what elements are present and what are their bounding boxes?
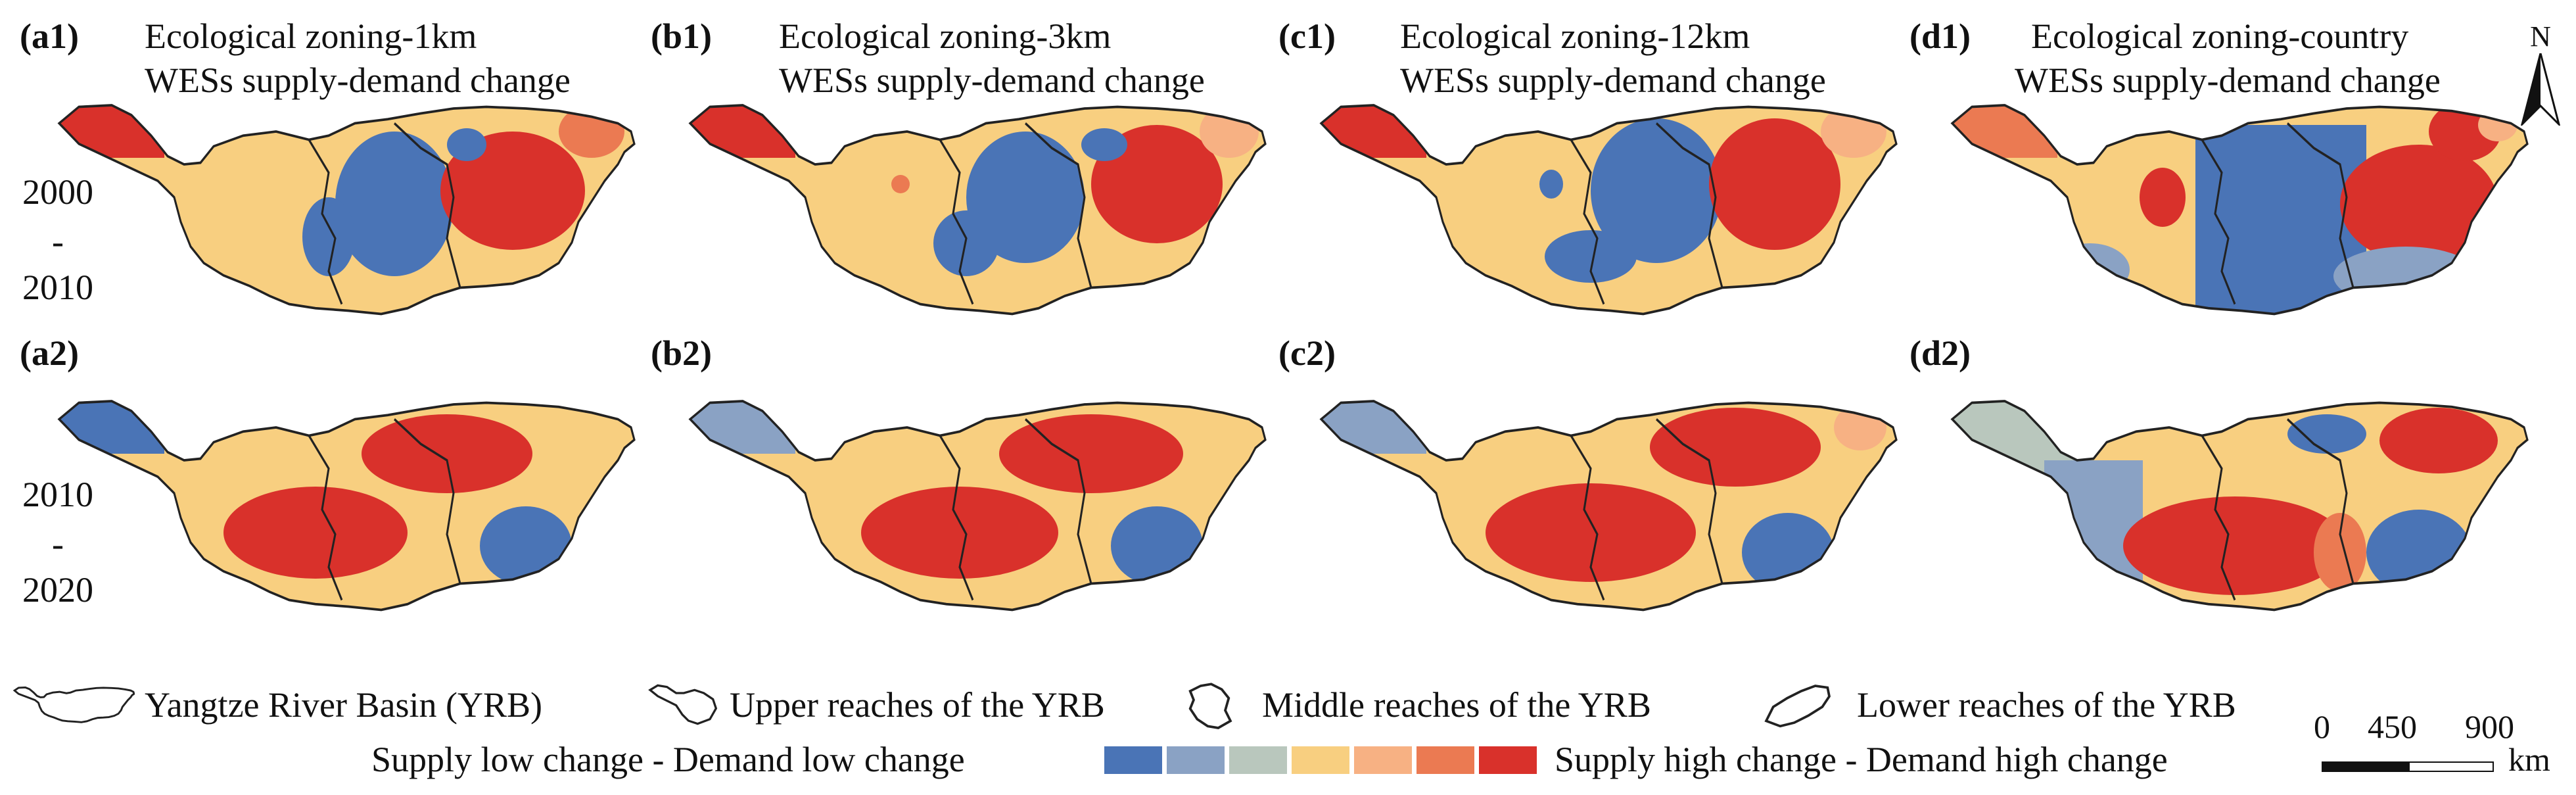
scale-tick-0: 0 bbox=[2314, 708, 2330, 745]
swatch-6 bbox=[1417, 746, 1474, 774]
panel-title-c1-line1: Ecological zoning-12km bbox=[1400, 16, 1750, 56]
swatch-7 bbox=[1479, 746, 1537, 774]
north-arrow-icon bbox=[2520, 49, 2561, 128]
legend-basin-row: Yangtze River Basin (YRB) Upper reaches … bbox=[13, 681, 2314, 733]
period1-end: 2010 bbox=[22, 268, 93, 307]
period2-start: 2010 bbox=[22, 475, 93, 514]
period2-end: 2020 bbox=[22, 570, 93, 610]
panel-title-c1-line2: WESs supply-demand change bbox=[1400, 60, 1826, 100]
lower-reaches-outline-icon bbox=[1764, 685, 1831, 728]
map-c1 bbox=[1320, 104, 1898, 316]
color-ramp bbox=[1104, 746, 1538, 774]
legend-middle-label: Middle reaches of the YRB bbox=[1262, 685, 1651, 725]
map-b2 bbox=[689, 400, 1267, 612]
map-c2 bbox=[1320, 400, 1898, 612]
panel-label-b1: (b1) bbox=[651, 16, 712, 56]
panel-title-a1-line2: WESs supply-demand change bbox=[145, 60, 571, 100]
panel-label-a1: (a1) bbox=[20, 16, 79, 56]
panel-label-c1: (c1) bbox=[1278, 16, 1336, 56]
yrb-outline-icon bbox=[13, 687, 135, 723]
panel-title-d1-line1: Ecological zoning-country bbox=[2031, 16, 2409, 56]
swatch-4 bbox=[1292, 746, 1349, 774]
legend-low-label: Supply low change - Demand low change bbox=[371, 740, 965, 779]
period1-dash: - bbox=[52, 222, 64, 261]
north-arrow: N bbox=[2520, 20, 2561, 128]
map-a1 bbox=[58, 104, 636, 316]
map-d1 bbox=[1951, 104, 2529, 316]
swatch-3 bbox=[1229, 746, 1287, 774]
middle-reaches-outline-icon bbox=[1188, 683, 1232, 729]
panel-label-b2: (b2) bbox=[651, 333, 712, 373]
scale-unit: km bbox=[2508, 741, 2550, 778]
period1-start: 2000 bbox=[22, 172, 93, 212]
scale-bar-white-segment bbox=[2408, 761, 2494, 772]
legend-upper-label: Upper reaches of the YRB bbox=[730, 685, 1105, 725]
period2-dash: - bbox=[52, 524, 64, 564]
panel-title-a1-line1: Ecological zoning-1km bbox=[145, 16, 477, 56]
scale-tick-450: 450 bbox=[2368, 708, 2417, 745]
scale-bar-black-segment bbox=[2322, 761, 2410, 772]
panel-label-c2: (c2) bbox=[1278, 333, 1336, 373]
legend-yrb-label: Yangtze River Basin (YRB) bbox=[145, 685, 542, 725]
swatch-1 bbox=[1104, 746, 1162, 774]
scale-bar: 0 450 900 km bbox=[2314, 710, 2570, 783]
panel-title-b1-line2: WESs supply-demand change bbox=[779, 60, 1205, 100]
map-a2 bbox=[58, 400, 636, 612]
panel-label-d1: (d1) bbox=[1909, 16, 1971, 56]
swatch-2 bbox=[1167, 746, 1225, 774]
upper-reaches-outline-icon bbox=[648, 684, 718, 725]
panel-title-d1-line2: WESs supply-demand change bbox=[2015, 60, 2441, 100]
legend-lower-label: Lower reaches of the YRB bbox=[1857, 685, 2236, 725]
map-b1 bbox=[689, 104, 1267, 316]
north-label: N bbox=[2530, 20, 2551, 53]
legend-high-label: Supply high change - Demand high change bbox=[1555, 740, 2168, 779]
scale-tick-900: 900 bbox=[2465, 708, 2514, 745]
panel-label-d2: (d2) bbox=[1909, 333, 1971, 373]
swatch-5 bbox=[1354, 746, 1412, 774]
panel-title-b1-line1: Ecological zoning-3km bbox=[779, 16, 1112, 56]
map-d2 bbox=[1951, 400, 2529, 612]
panel-label-a2: (a2) bbox=[20, 333, 79, 373]
